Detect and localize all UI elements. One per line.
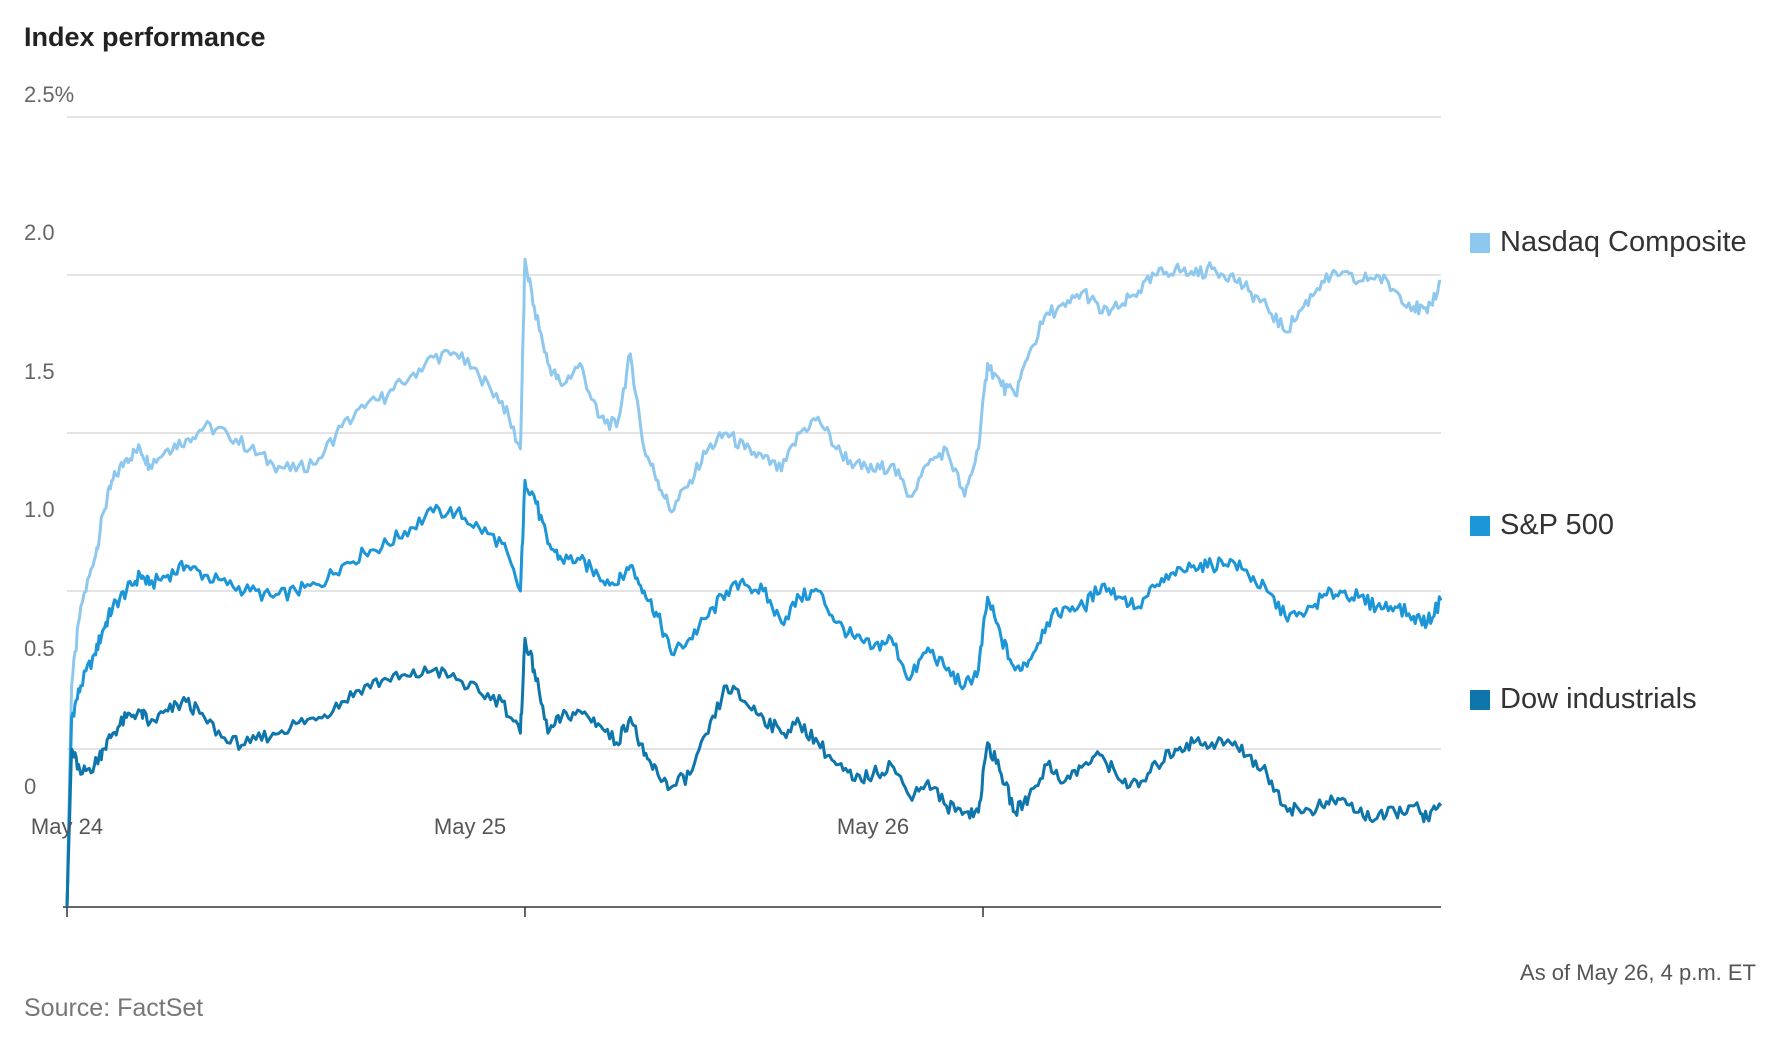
x-tick-label: May 26 [836,814,910,839]
legend-label: S&P 500 [1500,509,1614,541]
y-tick-label: 0.5 [24,636,55,661]
y-tick-label: 2.0 [24,220,55,245]
chart-title: Index performance [24,22,266,52]
x-tick-label: May 25 [433,814,507,839]
legend-label: Nasdaq Composite [1500,226,1747,258]
legend-item-dow: Dow industrials [1470,683,1697,716]
legend-label: Dow industrials [1500,683,1697,715]
legend-item-nasdaq: Nasdaq Composite [1470,226,1747,259]
series-line-s-p-500 [65,478,1443,908]
x-tick-label: May 24 [30,814,104,839]
y-tick-label: 1.5 [24,359,55,384]
timestamp-note: As of May 26, 4 p.m. ET [1520,960,1756,985]
legend-swatch [1470,515,1490,536]
legend-swatch [1470,689,1490,710]
y-tick-label: 2.5% [24,82,75,107]
series-line-nasdaq-composite [65,257,1441,908]
y-tick-label: 1.0 [24,497,55,522]
y-tick-label: 0 [24,774,37,799]
legend-swatch [1470,232,1490,253]
source-note: Source: FactSet [24,994,204,1022]
legend-item-sp500: S&P 500 [1470,509,1614,542]
series-line-dow-industrials [65,636,1443,908]
